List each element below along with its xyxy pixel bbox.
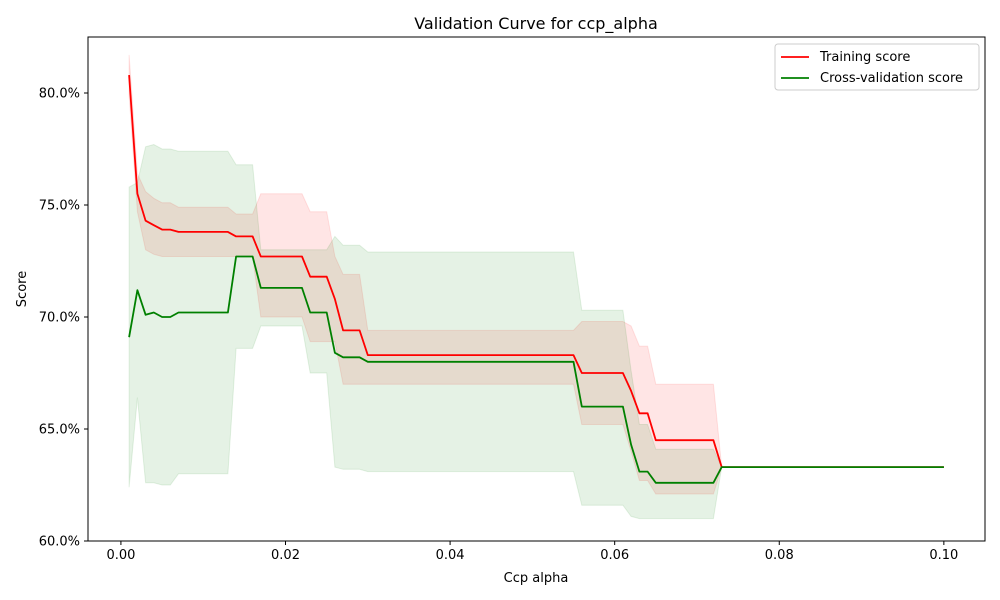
chart-title: Validation Curve for ccp_alpha xyxy=(414,14,658,34)
y-axis-ticks: 60.0% 65.0% 70.0% 75.0% 80.0% xyxy=(39,87,88,550)
y-tick-label: 75.0% xyxy=(39,199,80,214)
x-tick-label: 0.10 xyxy=(929,548,958,563)
legend-box xyxy=(774,43,980,91)
x-tick-label: 0.08 xyxy=(765,548,794,563)
cv-score-band xyxy=(128,143,944,520)
x-tick-label: 0.00 xyxy=(106,548,135,563)
confidence-bands xyxy=(128,54,944,520)
x-tick-label: 0.06 xyxy=(600,548,629,563)
cv-score-line xyxy=(128,255,944,484)
x-tick-label: 0.04 xyxy=(436,548,465,563)
y-tick-label: 80.0% xyxy=(39,87,80,102)
plot-frame xyxy=(87,36,986,542)
y-tick-label: 65.0% xyxy=(39,423,80,438)
series-lines xyxy=(128,75,944,484)
x-axis-title: Ccp alpha xyxy=(504,571,569,586)
x-axis-ticks: 0.00 0.02 0.04 0.06 0.08 0.10 xyxy=(106,541,958,563)
legend-label-training: Training score xyxy=(819,50,910,65)
y-tick-label: 60.0% xyxy=(39,535,80,550)
y-axis-title: Score xyxy=(15,271,30,307)
legend: Training score Cross-validation score xyxy=(774,43,980,91)
y-tick-label: 70.0% xyxy=(39,311,80,326)
legend-label-cv: Cross-validation score xyxy=(820,71,963,86)
x-tick-label: 0.02 xyxy=(271,548,300,563)
